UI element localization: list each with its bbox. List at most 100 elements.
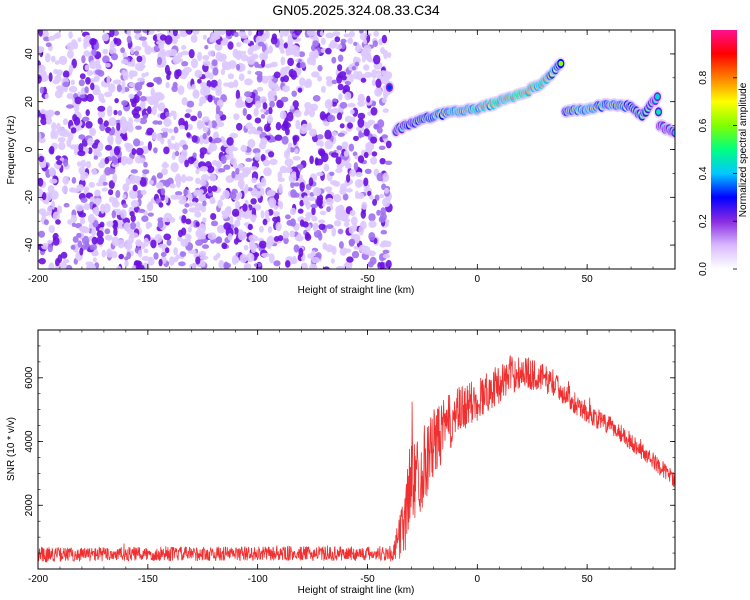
- noise-speckle: [252, 148, 261, 154]
- noise-speckle: [348, 143, 355, 152]
- noise-speckle: [357, 117, 365, 128]
- noise-speckle: [58, 141, 66, 151]
- noise-speckle: [236, 63, 241, 71]
- noise-speckle: [139, 63, 145, 72]
- noise-speckle: [139, 117, 148, 125]
- noise-speckle: [71, 177, 77, 184]
- noise-speckle: [157, 102, 166, 112]
- noise-speckle: [385, 259, 392, 269]
- noise-speckle: [341, 141, 349, 149]
- noise-speckle: [122, 194, 127, 199]
- noise-speckle: [192, 152, 197, 159]
- noise-speckle: [202, 34, 207, 40]
- noise-speckle: [244, 264, 249, 269]
- track-core: [672, 130, 675, 136]
- noise-speckle: [341, 75, 347, 81]
- noise-speckle: [184, 203, 190, 208]
- snr-y-axis-label: SNR (10 * v/v): [6, 417, 17, 481]
- noise-speckle: [381, 134, 389, 139]
- noise-speckle: [52, 211, 60, 221]
- noise-speckle: [143, 248, 149, 254]
- noise-speckle: [190, 58, 199, 69]
- noise-speckle: [363, 64, 370, 71]
- noise-speckle: [78, 166, 86, 175]
- spectrogram-x-axis-label: Height of straight line (km): [298, 285, 415, 296]
- noise-speckle: [156, 30, 161, 33]
- x-tick-label: -100: [248, 274, 268, 285]
- snr-panel: -200 -150 -100 -50 0 50 2000 4000 6000 Height o…: [6, 329, 676, 596]
- noise-speckle: [286, 111, 294, 122]
- noise-speckle: [381, 97, 387, 104]
- noise-speckle: [71, 222, 77, 227]
- noise-speckle: [237, 178, 245, 189]
- noise-speckle: [356, 192, 365, 199]
- noise-speckle: [157, 220, 164, 229]
- noise-speckle: [248, 30, 252, 37]
- noise-speckle: [277, 171, 283, 180]
- noise-speckle: [97, 105, 106, 112]
- noise-speckle: [76, 184, 85, 192]
- noise-speckle: [371, 79, 376, 87]
- noise-speckle: [135, 147, 144, 156]
- colorbar-tick-label: 0.0: [698, 262, 709, 276]
- noise-speckle: [345, 188, 353, 193]
- noise-speckle: [266, 189, 276, 197]
- noise-speckle: [299, 219, 305, 227]
- noise-speckle: [363, 151, 369, 159]
- noise-speckle: [379, 261, 385, 269]
- noise-speckle: [202, 126, 209, 133]
- noise-speckle: [151, 106, 157, 116]
- noise-speckle: [79, 73, 86, 80]
- noise-speckle: [244, 91, 252, 98]
- noise-speckle: [126, 35, 132, 44]
- noise-speckle: [260, 137, 268, 146]
- noise-speckle: [160, 188, 166, 196]
- noise-speckle: [259, 96, 267, 104]
- noise-speckle: [358, 179, 364, 187]
- noise-speckle: [258, 226, 264, 233]
- noise-speckle: [52, 79, 60, 85]
- noise-speckle: [87, 147, 93, 155]
- noise-speckle: [172, 81, 178, 88]
- noise-speckle: [140, 99, 146, 110]
- noise-speckle: [50, 130, 55, 140]
- noise-speckle: [243, 244, 249, 251]
- noise-speckle: [197, 51, 203, 62]
- noise-speckle: [247, 138, 256, 149]
- noise-speckle: [359, 30, 364, 34]
- y-tick-label: 40: [24, 48, 35, 60]
- noise-speckle: [337, 54, 344, 62]
- noise-speckle: [104, 228, 111, 235]
- noise-speckle: [186, 124, 193, 131]
- noise-speckle: [352, 151, 358, 157]
- spectrogram-x-ticks: -200 -150 -100 -50 0 50: [28, 30, 676, 285]
- noise-speckle: [248, 234, 258, 242]
- noise-speckle: [319, 111, 326, 121]
- noise-speckle: [312, 40, 319, 48]
- noise-speckle: [129, 232, 139, 239]
- noise-speckle: [89, 60, 98, 70]
- noise-speckle: [291, 90, 298, 97]
- noise-speckle: [83, 41, 91, 47]
- noise-speckle: [319, 210, 327, 216]
- y-tick-label: 6000: [24, 366, 35, 389]
- noise-speckle: [138, 36, 147, 41]
- noise-speckle: [370, 136, 378, 144]
- noise-speckle: [289, 257, 298, 265]
- noise-speckle: [268, 151, 275, 158]
- noise-speckle: [312, 186, 322, 197]
- noise-speckle: [129, 211, 135, 217]
- noise-speckle: [132, 184, 138, 192]
- noise-speckle: [146, 82, 154, 88]
- noise-speckle: [358, 93, 365, 99]
- noise-speckle: [108, 180, 115, 189]
- noise-speckle: [162, 218, 168, 223]
- snr-x-ticks: -200 -150 -100 -50 0 50: [28, 330, 676, 585]
- noise-speckle: [70, 214, 78, 223]
- noise-speckle: [273, 205, 279, 210]
- noise-speckle: [94, 206, 100, 217]
- noise-speckle: [374, 87, 383, 97]
- noise-speckle: [68, 31, 73, 39]
- noise-speckle: [180, 50, 190, 56]
- x-tick-label: 50: [582, 274, 594, 285]
